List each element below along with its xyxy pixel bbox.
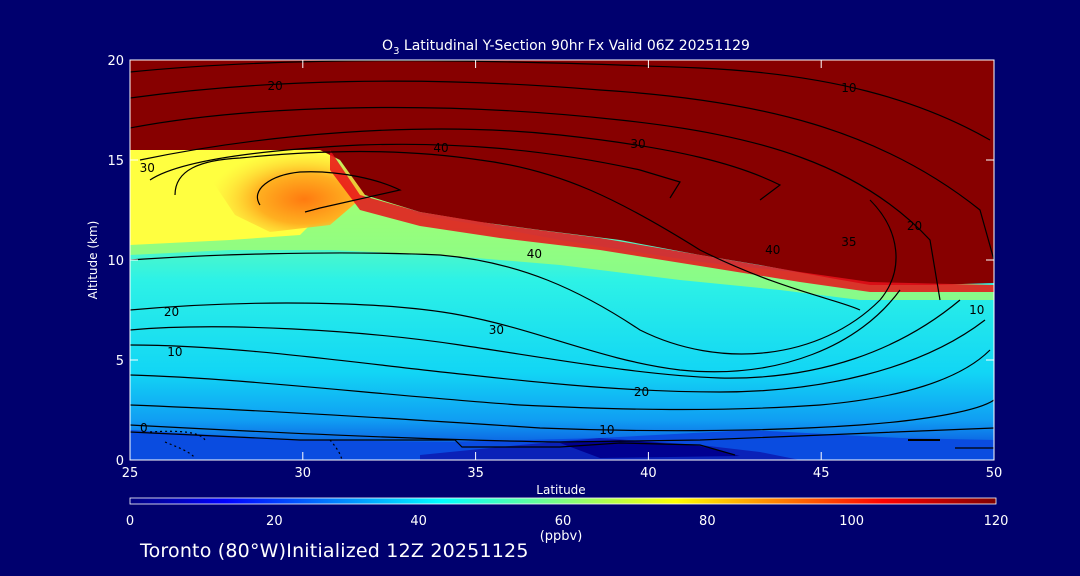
x-axis: 25 30 35 40 45 50 — [122, 60, 1003, 481]
contour-label: 10 — [841, 81, 856, 95]
contour-label: 20 — [907, 219, 922, 233]
x-axis-label: Latitude — [536, 483, 585, 497]
contour-line — [174, 150, 861, 311]
x-tick-label: 25 — [122, 466, 139, 481]
x-tick-label: 40 — [640, 466, 657, 481]
contour-label: 20 — [268, 79, 283, 93]
y-axis-label: Altitude (km) — [86, 221, 100, 300]
contour-label: 40 — [527, 247, 542, 261]
contour-line-dashed — [149, 430, 343, 460]
contour-label: 30 — [140, 161, 155, 175]
y-axis: 0 5 10 15 20 — [107, 54, 994, 469]
contour-label: 0 — [140, 421, 148, 435]
contour-line — [130, 431, 736, 456]
contour-label: 40 — [765, 243, 780, 257]
contour-line — [130, 80, 994, 261]
contour-label: 35 — [841, 235, 856, 249]
contour-line — [130, 399, 994, 432]
field-red-edge — [330, 150, 994, 292]
colorbar-unit-label: (ppbv) — [540, 529, 583, 544]
x-tick-label: 45 — [813, 466, 830, 481]
field-orange-tongue — [205, 150, 365, 232]
contour-line — [130, 424, 994, 443]
contour-label: 30 — [489, 323, 504, 337]
contour-label: 10 — [599, 423, 614, 437]
colorbar-tick-label: 0 — [126, 514, 134, 529]
contour-line — [130, 299, 961, 379]
y-tick-label: 5 — [116, 354, 124, 369]
contour-line — [149, 143, 681, 199]
x-tick-label: 35 — [467, 466, 484, 481]
ozone-field: 20 10 40 30 30 40 40 35 20 20 10 30 20 10 10 0 — [130, 60, 994, 460]
contour-line — [130, 106, 941, 301]
contour-label: 10 — [969, 303, 984, 317]
x-tick-label: 30 — [295, 466, 312, 481]
colorbar-gradient — [129, 497, 997, 505]
contour-labels: 20 10 40 30 30 40 40 35 20 20 10 30 20 10 10 0 — [140, 79, 985, 437]
contour-label: 20 — [634, 385, 649, 399]
contour-lines — [130, 60, 994, 460]
colorbar-tick-label: 120 — [984, 514, 1009, 529]
colorbar-tick-label: 100 — [839, 514, 864, 529]
contour-line — [130, 199, 897, 355]
x-tick-label: 50 — [986, 466, 1003, 481]
colorbar-tick-label: 40 — [410, 514, 427, 529]
chart-title: O3 Latitudinal Y-Section 90hr Fx Valid 0… — [382, 38, 750, 57]
colorbar-tick-label: 60 — [555, 514, 572, 529]
contour-line — [130, 60, 991, 141]
contour-line — [256, 171, 402, 213]
forecast-location-footer: Toronto (80°W)Initialized 12Z 20251125 — [140, 540, 529, 562]
colorbar-tick-label: 80 — [699, 514, 716, 529]
contour-line — [139, 128, 782, 201]
contour-line — [130, 289, 901, 373]
colorbar-ticks: 0 20 40 60 80 100 120 — [126, 514, 1009, 529]
colorbar: 0 20 40 60 80 100 120 (ppbv) — [126, 497, 1009, 544]
contour-label: 20 — [164, 305, 179, 319]
contour-label: 30 — [630, 137, 645, 151]
y-tick-label: 15 — [107, 154, 124, 169]
y-tick-label: 20 — [107, 54, 124, 69]
contour-label: 40 — [433, 141, 448, 155]
colorbar-tick-label: 20 — [266, 514, 283, 529]
field-stratosphere — [130, 60, 994, 285]
contour-line — [130, 349, 991, 411]
y-tick-label: 0 — [116, 454, 124, 469]
contour-line — [130, 319, 986, 393]
contour-label: 10 — [167, 345, 182, 359]
y-tick-label: 10 — [107, 254, 124, 269]
